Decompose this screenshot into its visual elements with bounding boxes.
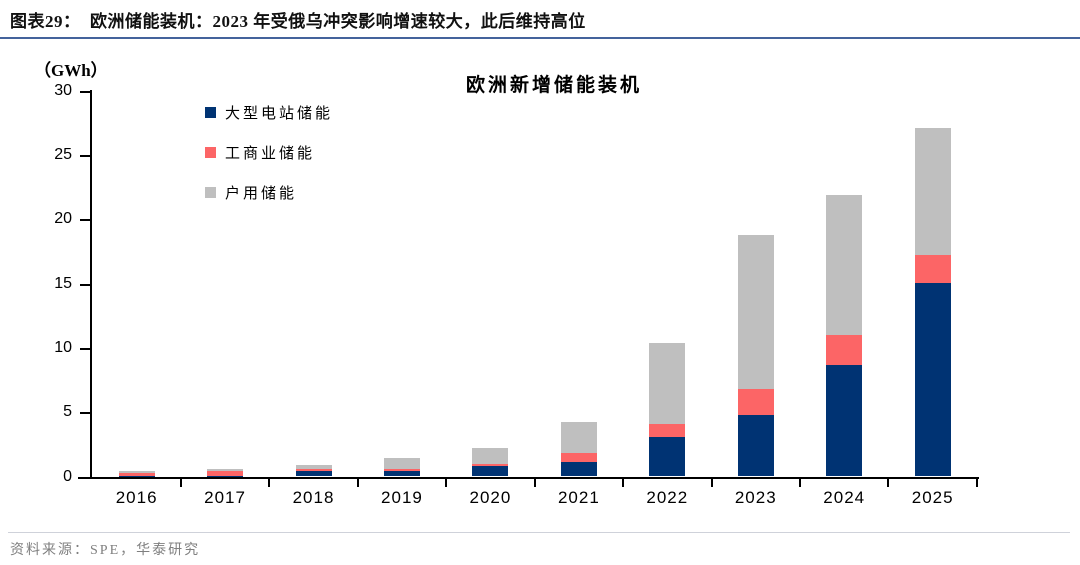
bar-segment-commercial bbox=[472, 463, 509, 467]
bar-segment-commercial bbox=[826, 334, 863, 365]
x-tick bbox=[268, 478, 271, 487]
x-tick bbox=[179, 478, 182, 487]
bar-segment-utility bbox=[472, 466, 509, 477]
bar-segment-utility bbox=[649, 436, 686, 477]
bar-segment-commercial bbox=[560, 453, 597, 463]
y-tick-label: 30 bbox=[54, 81, 72, 99]
legend-swatch-icon bbox=[205, 146, 216, 158]
y-tick-label: 25 bbox=[54, 146, 72, 164]
y-tick-label: 20 bbox=[54, 210, 72, 228]
chart-title: 欧洲新增储能装机 bbox=[466, 75, 643, 96]
legend-label: 大型电站储能 bbox=[225, 105, 334, 122]
x-axis-label: 2017 bbox=[204, 487, 246, 507]
bar-segment-commercial bbox=[295, 468, 332, 471]
bar-segment-commercial bbox=[383, 468, 420, 471]
bar-segment-residential bbox=[560, 422, 597, 454]
x-tick bbox=[710, 478, 713, 487]
bar-segment-residential bbox=[118, 471, 155, 473]
y-tick bbox=[80, 219, 90, 222]
bar-segment-residential bbox=[914, 127, 951, 256]
bar-segment-residential bbox=[295, 464, 332, 469]
y-tick bbox=[80, 90, 90, 93]
x-axis-label: 2024 bbox=[823, 487, 866, 507]
y-axis bbox=[90, 90, 93, 479]
x-tick bbox=[887, 478, 890, 487]
legend-item-commercial: 工商业储能 bbox=[205, 144, 333, 162]
y-tick bbox=[80, 283, 90, 286]
x-axis-label: 2016 bbox=[115, 487, 158, 507]
bar-segment-residential bbox=[826, 194, 863, 335]
x-axis-label: 2021 bbox=[557, 487, 600, 507]
bar-segment-residential bbox=[207, 468, 244, 471]
y-tick bbox=[80, 155, 90, 158]
y-tick-label: 0 bbox=[63, 467, 72, 485]
bar-segment-commercial bbox=[649, 423, 686, 437]
x-axis-label: 2019 bbox=[381, 487, 423, 507]
x-axis bbox=[78, 476, 979, 480]
x-axis-label: 2025 bbox=[911, 487, 954, 507]
legend-label: 工商业储能 bbox=[225, 145, 316, 162]
x-tick bbox=[356, 478, 359, 487]
legend-swatch-icon bbox=[205, 186, 216, 198]
x-axis-label: 2023 bbox=[734, 487, 777, 507]
bar-segment-utility bbox=[826, 364, 863, 477]
bar-segment-residential bbox=[383, 457, 420, 469]
bar-segment-utility bbox=[914, 283, 951, 477]
x-tick bbox=[533, 478, 536, 487]
bar-segment-utility bbox=[560, 462, 597, 477]
y-tick bbox=[80, 412, 90, 415]
legend-label: 户用储能 bbox=[225, 185, 298, 202]
figure-caption: 图表29： 欧洲储能装机：2023 年受俄乌冲突影响增速较大，此后维持高位 bbox=[10, 12, 586, 31]
footer-divider bbox=[8, 532, 1070, 533]
bar-segment-residential bbox=[649, 342, 686, 424]
x-axis-label: 2018 bbox=[292, 487, 335, 507]
bar-segment-commercial bbox=[118, 472, 155, 476]
bar-segment-residential bbox=[472, 448, 509, 464]
source-note: 资料来源：SPE，华泰研究 bbox=[10, 543, 201, 558]
bar-segment-utility bbox=[383, 470, 420, 477]
x-tick bbox=[799, 478, 801, 487]
bar-segment-utility bbox=[737, 414, 774, 477]
bar-segment-commercial bbox=[737, 388, 774, 415]
chart-legend: 大型电站储能 工商业储能户用储能 bbox=[205, 104, 333, 224]
bar-segment-utility bbox=[207, 475, 244, 477]
y-tick bbox=[80, 348, 90, 351]
bar-segment-utility bbox=[118, 475, 155, 477]
y-tick-label: 15 bbox=[54, 274, 72, 292]
legend-item-residential: 户用储能 bbox=[205, 184, 333, 202]
bar-segment-commercial bbox=[207, 470, 244, 476]
x-axis-label: 2020 bbox=[469, 487, 512, 507]
x-tick bbox=[975, 478, 978, 487]
x-tick bbox=[445, 478, 448, 487]
caption-underline bbox=[0, 37, 1080, 39]
y-tick-label: 5 bbox=[63, 403, 72, 421]
y-axis-unit-label: （GWh） bbox=[34, 61, 108, 80]
bar-segment-residential bbox=[737, 234, 774, 389]
bar-segment-utility bbox=[295, 470, 332, 477]
legend-item-utility: 大型电站储能 bbox=[205, 104, 334, 122]
bar-segment-commercial bbox=[914, 255, 951, 284]
x-axis-label: 2022 bbox=[646, 487, 689, 507]
legend-swatch-icon bbox=[205, 106, 216, 118]
x-tick bbox=[622, 478, 625, 487]
y-tick-label: 10 bbox=[54, 339, 72, 357]
